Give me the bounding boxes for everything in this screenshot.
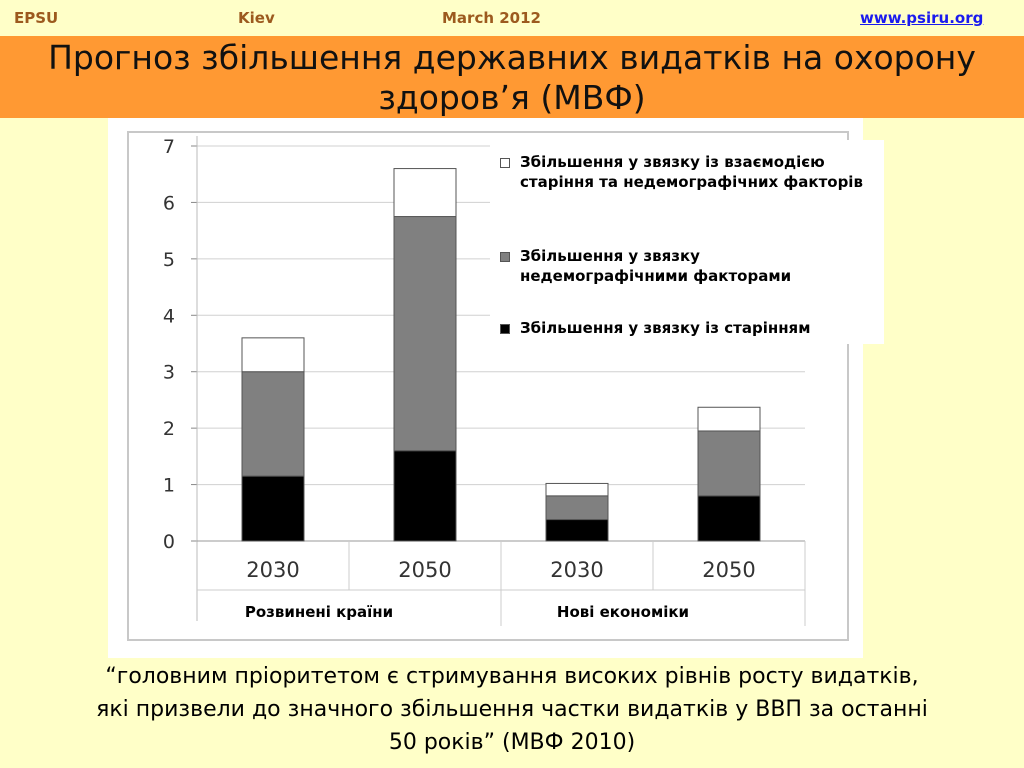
chart-legend: Збільшення у звязку із взаємодією старін… — [490, 140, 884, 344]
bar-segment — [545, 482, 609, 497]
quote-block: “головним пріоритетом є стримування висо… — [0, 660, 1024, 759]
x-tick-label: 2050 — [702, 558, 755, 582]
legend-swatch-aging — [500, 324, 510, 334]
bar-segment — [697, 406, 761, 432]
slide-header: EPSU Kiev March 2012 www.psiru.org — [0, 0, 1024, 36]
quote-line: які призвели до значного збільшення част… — [96, 697, 928, 722]
bar-segment — [393, 450, 457, 542]
bar-segment — [241, 475, 305, 542]
bar-segment — [393, 216, 457, 452]
legend-label-nondemographic: Збільшення у звязку недемографічними фак… — [520, 247, 792, 285]
x-tick-label: 2030 — [246, 558, 299, 582]
title-band: Прогноз збільшення державних видатків на… — [0, 36, 1024, 118]
y-tick-label: 4 — [163, 305, 175, 327]
slide-title: Прогноз збільшення державних видатків на… — [48, 38, 976, 117]
bar-segment — [241, 371, 305, 477]
y-tick-label: 1 — [163, 475, 175, 497]
y-tick-label: 2 — [163, 418, 175, 440]
x-group-label: Розвинені країни — [245, 603, 393, 621]
legend-label-aging: Збільшення у звязку із старінням — [520, 319, 811, 337]
quote-line: “головним пріоритетом є стримування висо… — [105, 664, 919, 689]
legend-swatch-interaction — [500, 158, 510, 168]
x-group-label: Нові економіки — [557, 603, 689, 621]
bar-segment — [697, 430, 761, 497]
quote-line: 50 років” (МВФ 2010) — [388, 730, 636, 755]
header-website-link[interactable]: www.psiru.org — [860, 9, 984, 27]
legend-item-nondemographic: Збільшення у звязку недемографічними фак… — [500, 246, 870, 288]
chart-frame — [127, 131, 849, 641]
bar-segment — [393, 168, 457, 218]
x-tick-label: 2050 — [398, 558, 451, 582]
header-org: EPSU — [14, 9, 59, 27]
bar-segment — [697, 495, 761, 542]
y-tick-label: 5 — [163, 249, 175, 271]
bar-segment — [545, 495, 609, 521]
header-date: March 2012 — [442, 9, 541, 27]
legend-swatch-nondemographic — [500, 252, 510, 262]
y-tick-label: 6 — [163, 192, 175, 214]
legend-label-interaction: Збільшення у звязку із взаємодією старін… — [520, 153, 863, 191]
legend-item-aging: Збільшення у звязку із старінням — [500, 318, 870, 340]
y-tick-label: 3 — [163, 362, 175, 384]
header-city: Kiev — [238, 9, 275, 27]
legend-item-interaction: Збільшення у звязку із взаємодією старін… — [500, 152, 870, 214]
bar-segment — [545, 519, 609, 542]
y-tick-label: 7 — [163, 136, 175, 158]
x-tick-label: 2030 — [550, 558, 603, 582]
y-tick-label: 0 — [163, 531, 175, 553]
stacked-bar-chart: 0 1 2 3 4 5 6 7 2030 2050 2030 2050 Розвинені країни… — [127, 131, 849, 641]
bar-segment — [241, 337, 305, 373]
